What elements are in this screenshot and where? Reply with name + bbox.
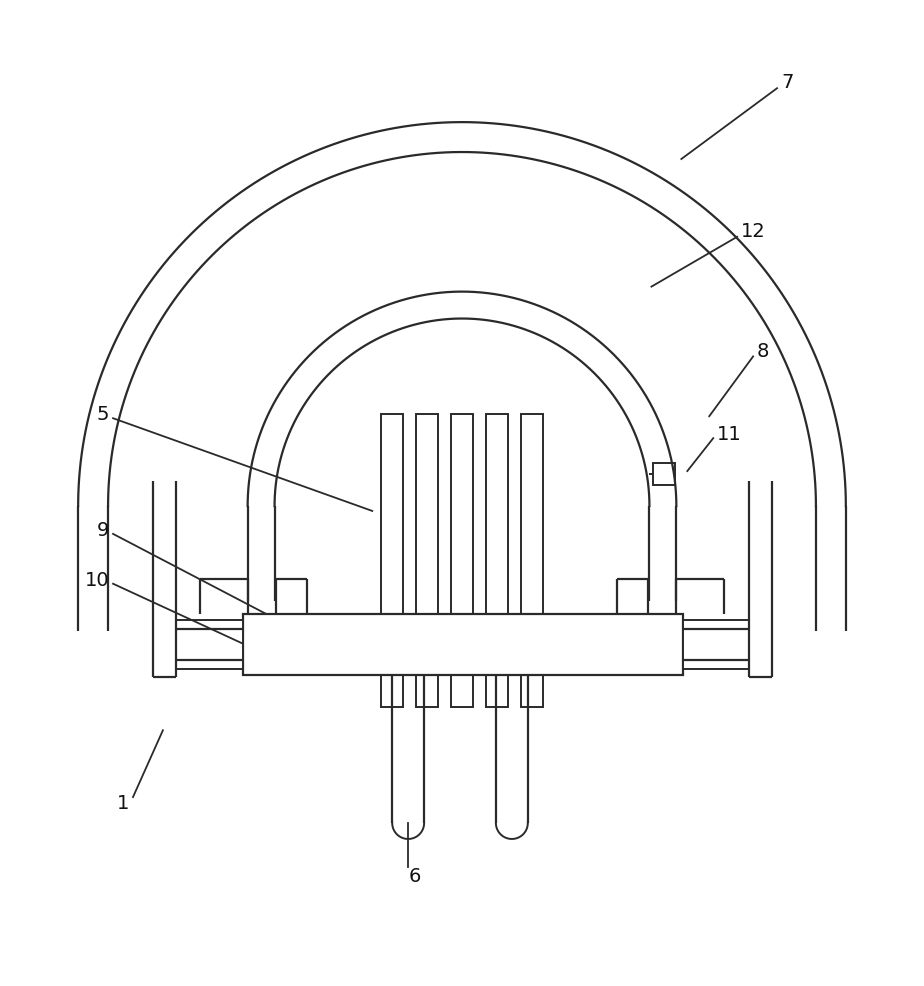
Bar [521,414,542,707]
Text: 1: 1 [116,794,129,812]
Bar [382,414,403,707]
Bar [176,620,243,669]
Text: 7: 7 [781,73,794,92]
Bar [653,463,675,485]
Text: 12: 12 [741,222,766,242]
Text: 9: 9 [97,522,109,540]
Bar [486,414,508,707]
Bar [243,613,684,675]
Text: 6: 6 [408,868,420,886]
Text: 8: 8 [757,342,770,361]
Text: 10: 10 [84,571,109,591]
Text: 11: 11 [717,425,742,444]
Bar [684,620,749,669]
Bar [451,414,473,707]
Bar [416,414,438,707]
Text: 5: 5 [97,404,109,424]
